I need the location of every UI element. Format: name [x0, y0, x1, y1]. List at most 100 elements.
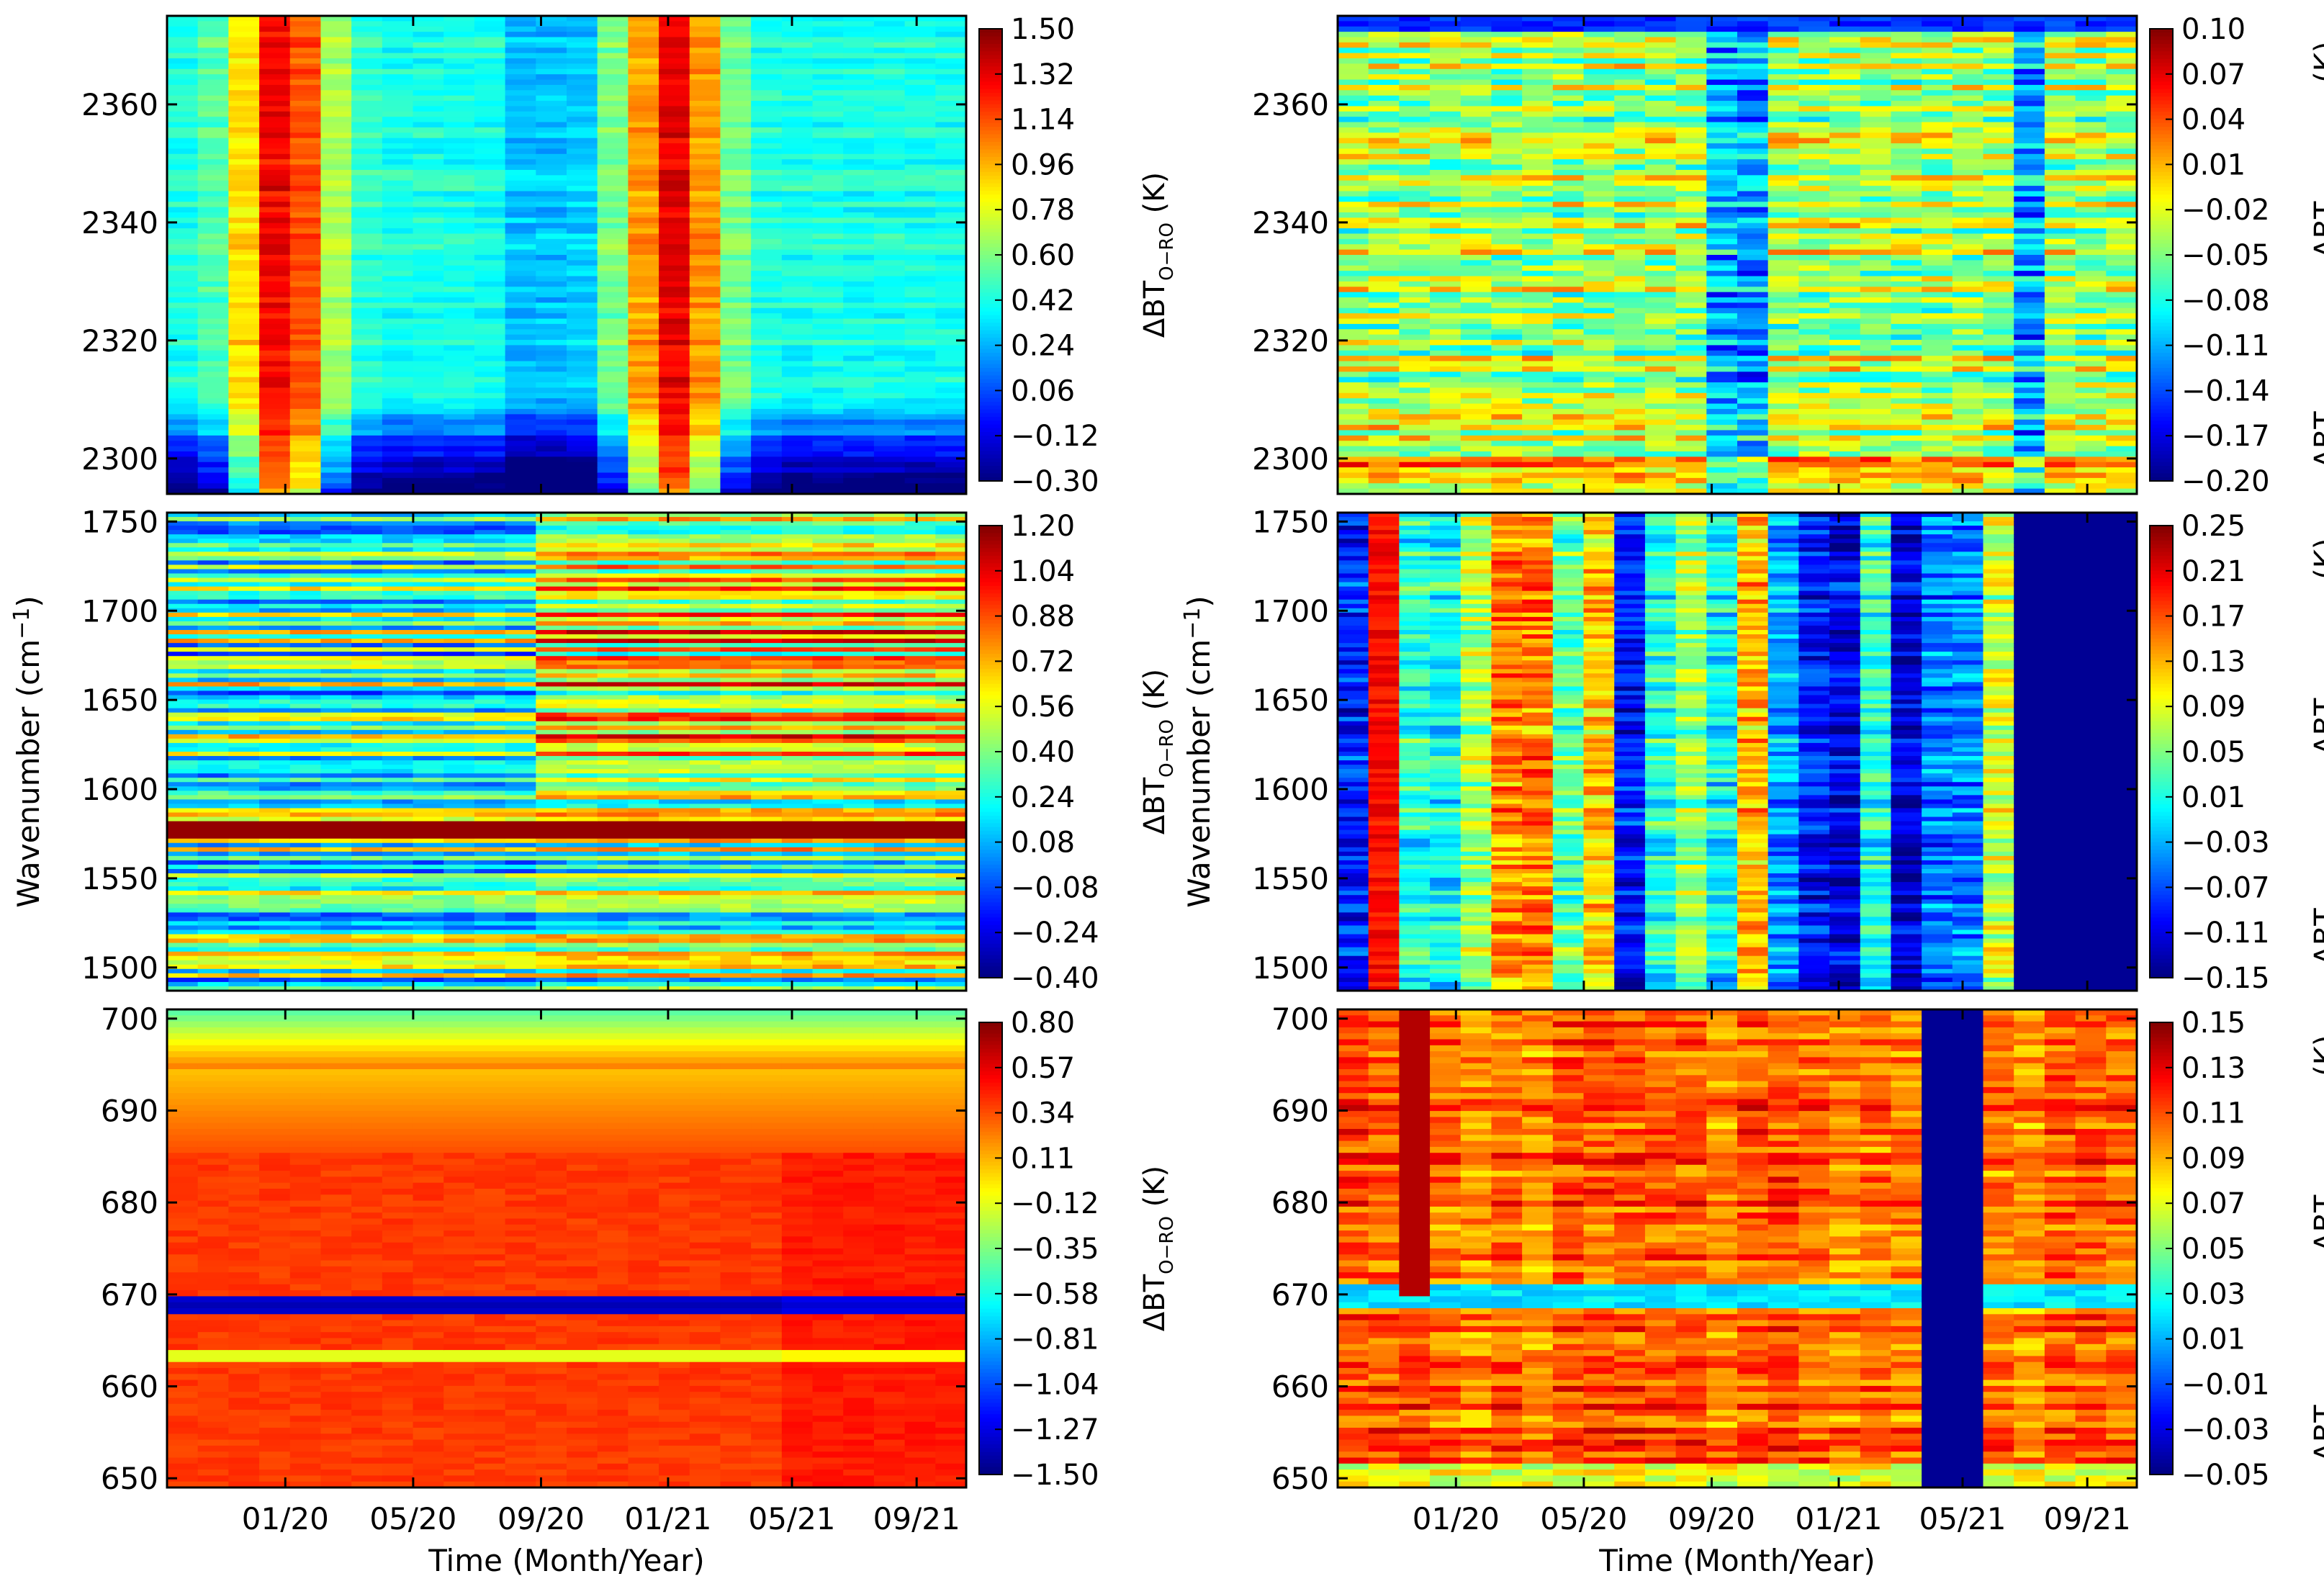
colorbar-segment [2150, 251, 2173, 256]
heatmap-cell [1460, 260, 1492, 266]
colorbar-segment [2150, 379, 2173, 384]
heatmap-cell [1399, 90, 1431, 96]
heatmap-cell [1798, 26, 1830, 32]
heatmap-cell [197, 488, 229, 495]
heatmap-cell [781, 68, 814, 75]
heatmap-cell [1952, 281, 1984, 287]
heatmap-cell [597, 153, 629, 160]
heatmap-cell [289, 238, 322, 245]
colorbar-segment [2150, 266, 2173, 271]
heatmap-cell [597, 148, 629, 155]
heatmap-cell [567, 260, 598, 266]
heatmap-cell [1737, 276, 1769, 282]
heatmap-cell [1737, 340, 1769, 346]
heatmap-cell [1767, 265, 1799, 271]
heatmap-cell [2106, 58, 2138, 64]
heatmap-cell [1737, 175, 1769, 181]
heatmap-cell [1430, 249, 1461, 256]
plot-frame [1336, 14, 2138, 495]
heatmap-cell [1798, 37, 1830, 43]
heatmap-cell [935, 292, 967, 298]
heatmap-cell [1614, 153, 1646, 160]
heatmap-cell [689, 106, 721, 112]
heatmap-cell [228, 111, 260, 117]
heatmap-cell [1430, 233, 1461, 240]
heatmap-cell [1644, 138, 1677, 144]
heatmap-cell [935, 377, 967, 383]
heatmap-cell [935, 180, 967, 186]
heatmap-cell [259, 435, 291, 441]
heatmap-cell [443, 398, 475, 405]
heatmap-cell [259, 414, 291, 420]
heatmap-cell [1368, 276, 1400, 282]
heatmap-cell [1522, 212, 1554, 218]
heatmap-cell [1430, 42, 1461, 48]
heatmap-cell [935, 425, 967, 431]
heatmap-cell [843, 26, 875, 32]
heatmap-cell [1430, 217, 1461, 224]
heatmap-cell [474, 42, 506, 48]
heatmap-cell [1737, 48, 1769, 54]
heatmap-cell [2075, 63, 2107, 70]
heatmap-cell [1952, 95, 1984, 102]
heatmap-cell [1614, 95, 1646, 102]
heatmap-cell [413, 95, 444, 102]
heatmap-cell [2044, 26, 2076, 32]
heatmap-cell [812, 435, 844, 441]
heatmap-cell [659, 446, 690, 452]
heatmap-cell [443, 164, 475, 171]
heatmap-cell [1460, 217, 1492, 224]
heatmap-cell [1891, 159, 1922, 166]
heatmap-cell [351, 37, 383, 43]
heatmap-cell [443, 318, 475, 325]
heatmap-cell [259, 153, 291, 160]
heatmap-cell [1368, 425, 1400, 431]
heatmap-cell [812, 111, 844, 117]
heatmap-cell [812, 191, 844, 197]
heatmap-cell [1430, 302, 1461, 309]
heatmap-cell [443, 191, 475, 197]
heatmap-cell [1675, 202, 1707, 208]
heatmap-cell [474, 228, 506, 235]
heatmap-cell [443, 414, 475, 420]
heatmap-cell [1706, 276, 1738, 282]
heatmap-cell [1798, 345, 1830, 351]
heatmap-cell [689, 345, 721, 351]
heatmap-cell [1522, 148, 1554, 155]
heatmap-cell [1644, 222, 1677, 229]
heatmap-cell [1430, 164, 1461, 171]
heatmap-cell [382, 58, 414, 64]
heatmap-cell [1430, 435, 1461, 441]
heatmap-cell [904, 138, 936, 144]
heatmap-cell [259, 191, 291, 197]
heatmap-cell [1644, 74, 1677, 81]
heatmap-cell [628, 249, 659, 256]
heatmap-cell [1829, 340, 1861, 346]
heatmap-cell [351, 122, 383, 128]
heatmap-cell [382, 260, 414, 266]
heatmap-cell [1491, 127, 1523, 133]
heatmap-cell [1798, 95, 1830, 102]
heatmap-cell [289, 164, 322, 171]
heatmap-cell [597, 425, 629, 431]
heatmap-cell [536, 63, 567, 70]
heatmap-cell [167, 32, 199, 38]
heatmap-cell [1675, 164, 1707, 171]
heatmap-cell [167, 175, 199, 181]
heatmap-cell [628, 186, 659, 192]
heatmap-cell [567, 387, 598, 394]
heatmap-cell [1399, 446, 1431, 452]
heatmap-cell [2014, 334, 2045, 341]
heatmap-cell [1675, 42, 1707, 48]
heatmap-cell [751, 329, 783, 336]
heatmap-cell [2106, 63, 2138, 70]
heatmap-cell [197, 238, 229, 245]
heatmap-cell [1983, 95, 2014, 102]
heatmap-cell [1552, 488, 1585, 495]
heatmap-cell [259, 53, 291, 59]
heatmap-cell [689, 456, 721, 463]
heatmap-cell [1552, 477, 1585, 484]
heatmap-cell [167, 122, 199, 128]
heatmap-cell [1983, 462, 2014, 468]
heatmap-cell [1767, 16, 1799, 22]
